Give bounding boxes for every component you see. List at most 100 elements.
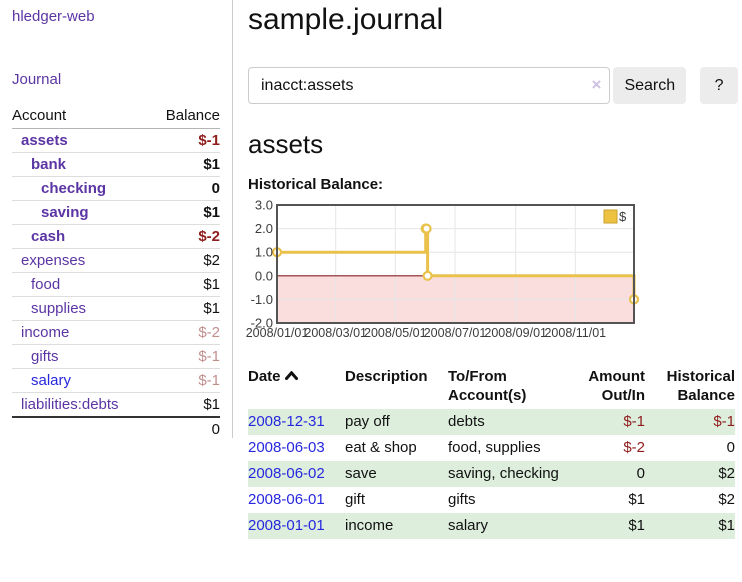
sidebar-item-journal[interactable]: Journal [12, 71, 62, 88]
svg-text:2008/11/01: 2008/11/01 [544, 326, 606, 340]
account-row: income $-2 [12, 320, 220, 345]
account-row: liabilities:debts $1 [12, 392, 220, 417]
transaction-date-link[interactable]: 2008-12-31 [248, 413, 325, 430]
account-cell: salary [12, 368, 150, 393]
account-balance: 0 [149, 176, 220, 201]
historical-balance-chart[interactable]: $3.0 2.0 1.0 0.0 -1.0 -2.0 2008/01/01 2008/03/0… [246, 198, 642, 342]
account-cell: bank [12, 152, 150, 177]
account-balance: $1 [149, 152, 220, 177]
transaction-date-cell: 2008-01-01 [248, 513, 345, 539]
transaction-date-cell: 2008-06-02 [248, 461, 345, 487]
transaction-accounts: salary [448, 517, 489, 534]
account-row: cash $-2 [12, 224, 220, 249]
transaction-row: 2008-06-01 gift gifts $1 $2 [248, 487, 735, 513]
register-col-date[interactable]: Date [248, 365, 345, 409]
transaction-balance: 0 [726, 439, 735, 456]
transaction-row: 2008-12-31 pay off debts $-1 $-1 [248, 409, 735, 435]
brand-link[interactable]: hledger-web [12, 8, 95, 25]
register-col-accounts: To/From Account(s) [448, 368, 527, 404]
search-input-wrap: × [248, 67, 611, 104]
transaction-description: gift [345, 491, 366, 508]
transaction-date-cell: 2008-06-01 [248, 487, 345, 513]
account-link[interactable]: supplies [31, 300, 87, 317]
transaction-amount: $1 [628, 517, 645, 534]
transaction-description: eat & shop [345, 439, 417, 456]
transaction-description: pay off [345, 413, 390, 430]
account-cell: checking [12, 176, 150, 201]
transaction-date-link[interactable]: 2008-06-02 [248, 465, 325, 482]
transaction-description: save [345, 465, 377, 482]
account-cell: gifts [12, 344, 150, 369]
account-heading: assets [248, 129, 324, 159]
transaction-balance: $2 [718, 491, 735, 508]
accounts-col-account: Account [12, 104, 150, 129]
account-link[interactable]: income [21, 324, 70, 341]
transaction-date-link[interactable]: 2008-06-03 [248, 439, 325, 456]
sort-ascending-icon [284, 371, 298, 380]
transaction-row: 2008-01-01 income salary $1 $1 [248, 513, 735, 539]
account-link[interactable]: salary [31, 372, 72, 389]
account-link[interactable]: expenses [21, 252, 86, 269]
account-balance: $-2 [149, 320, 220, 345]
account-cell: liabilities:debts [12, 392, 150, 417]
svg-text:2008/01/01: 2008/01/01 [246, 326, 309, 340]
account-balance: $1 [149, 392, 220, 417]
account-balance: $1 [149, 272, 220, 297]
register-table: Date Description To/From Account(s) Amou… [248, 365, 735, 539]
transaction-date-link[interactable]: 2008-01-01 [248, 517, 325, 534]
account-cell: saving [12, 200, 150, 225]
account-balance: $1 [149, 296, 220, 321]
account-link[interactable]: bank [31, 156, 67, 173]
account-link[interactable]: saving [41, 204, 89, 221]
page-title: sample.journal [248, 3, 444, 36]
account-cell: assets [12, 129, 150, 153]
search-form: × Search ? [248, 67, 738, 104]
svg-text:1.0: 1.0 [255, 245, 273, 260]
help-button[interactable]: ? [700, 67, 738, 104]
accounts-total-spacer [12, 416, 150, 441]
account-link[interactable]: checking [41, 180, 107, 197]
register-col-balance: Historical Balance [666, 368, 735, 404]
account-row: salary $-1 [12, 368, 220, 393]
svg-text:-2.0: -2.0 [251, 316, 273, 331]
svg-text:2008/07/01: 2008/07/01 [424, 326, 487, 340]
account-link[interactable]: cash [31, 228, 66, 245]
account-balance: $-1 [149, 368, 220, 393]
clear-search-icon[interactable]: × [591, 75, 602, 94]
accounts-total-value: 0 [149, 416, 220, 441]
account-link[interactable]: assets [21, 132, 68, 149]
main-content: sample.journal × Search ? assets Histori… [246, 0, 738, 539]
account-link[interactable]: food [31, 276, 61, 293]
accounts-table: Account Balance assets $-1 bank $1 check… [12, 104, 220, 441]
search-button[interactable]: Search [613, 67, 687, 104]
account-link[interactable]: liabilities:debts [21, 396, 119, 413]
account-row: gifts $-1 [12, 344, 220, 369]
account-balance: $-2 [149, 224, 220, 249]
account-cell: cash [12, 224, 150, 249]
transaction-balance: $-1 [713, 413, 735, 430]
account-balance: $-1 [149, 344, 220, 369]
account-balance: $-1 [198, 132, 220, 149]
account-cell: income [12, 320, 150, 345]
transaction-amount: $-1 [623, 413, 645, 430]
sidebar-divider [232, 0, 233, 438]
svg-text:-1.0: -1.0 [251, 292, 273, 307]
svg-text:$: $ [619, 209, 627, 224]
transaction-amount: $-2 [623, 439, 645, 456]
svg-text:2.0: 2.0 [255, 221, 273, 236]
transaction-accounts: saving, checking [448, 465, 559, 482]
transaction-description: income [345, 517, 394, 534]
account-link[interactable]: gifts [31, 348, 59, 365]
transaction-amount: $1 [628, 491, 645, 508]
transaction-date-link[interactable]: 2008-06-01 [248, 491, 325, 508]
account-row: checking 0 [12, 176, 220, 201]
register-header-row: Date Description To/From Account(s) Amou… [248, 365, 735, 409]
accounts-col-balance: Balance [149, 104, 220, 129]
register-col-description: Description [345, 368, 428, 385]
transaction-row: 2008-06-03 eat & shop food, supplies $-2… [248, 435, 735, 461]
search-input[interactable] [248, 67, 611, 104]
account-row: assets $-1 [12, 129, 220, 153]
svg-text:2008/09/01: 2008/09/01 [484, 326, 547, 340]
svg-text:3.0: 3.0 [255, 198, 273, 213]
